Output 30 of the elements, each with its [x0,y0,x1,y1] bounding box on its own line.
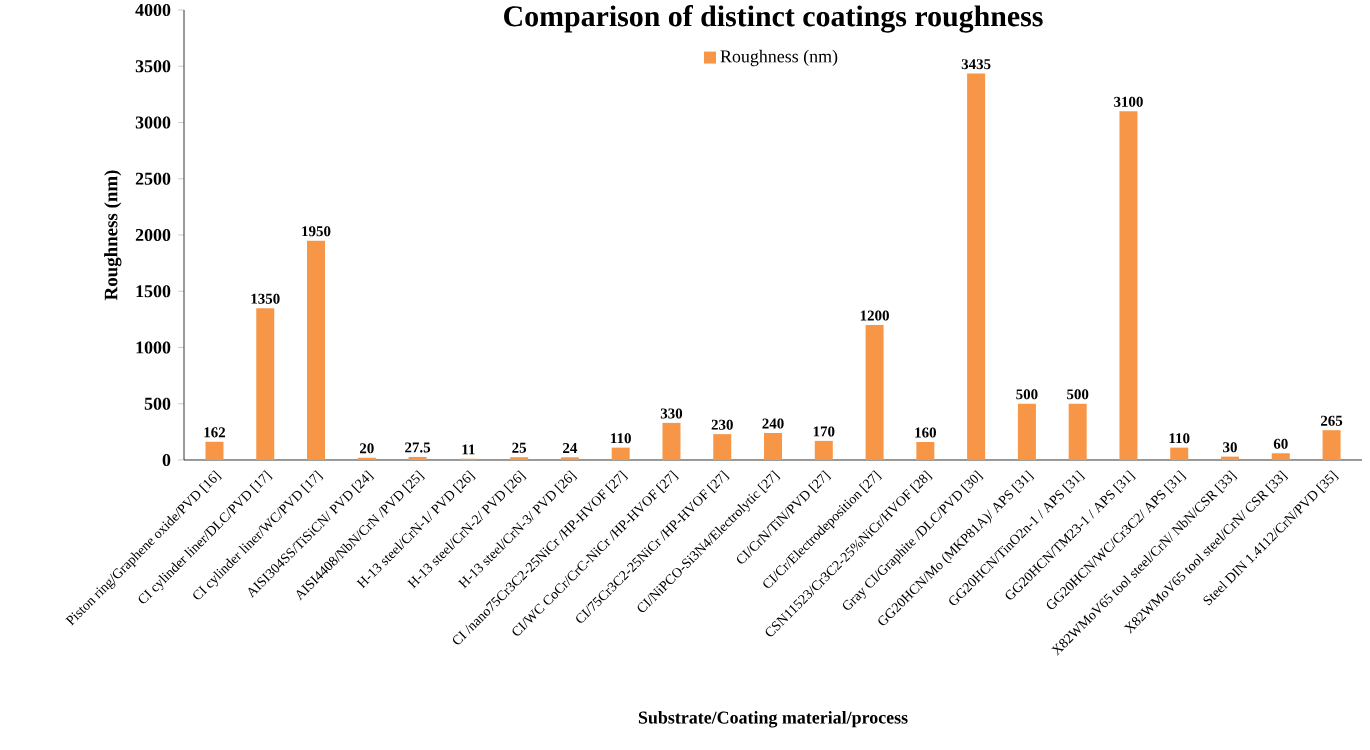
y-tick-label: 1500 [136,285,171,298]
bar [967,73,986,460]
y-tick-label: 2500 [135,172,171,185]
bar [611,447,630,460]
bar [662,422,681,460]
bar [764,433,783,460]
bar [865,325,884,460]
y-tick-label: 1000 [136,341,171,354]
chart-title: Comparison of distinct coatings roughness [504,5,1043,33]
y-tick-label: 500 [144,397,171,410]
y-tick-label: 4000 [135,3,171,17]
bar [1017,403,1036,460]
bar [713,434,732,460]
bar [1322,430,1341,460]
bar [1271,453,1290,460]
bar [205,441,224,460]
bar [1068,403,1087,460]
y-tick-label: 3000 [135,116,171,129]
y-tick-label: 2000 [135,228,171,242]
y-axis-title: Roughness (nm) [104,170,122,301]
bar [1119,111,1138,460]
legend-label: Roughness (nm) [720,49,838,67]
y-tick-label: 0 [162,453,171,467]
y-tick-label: 3500 [135,60,171,73]
bar [1170,447,1189,460]
x-axis-title: Substrate/Coating material/process [638,711,908,728]
bar [256,308,275,460]
bar [916,442,935,460]
bar [814,440,833,460]
bar [307,240,326,460]
